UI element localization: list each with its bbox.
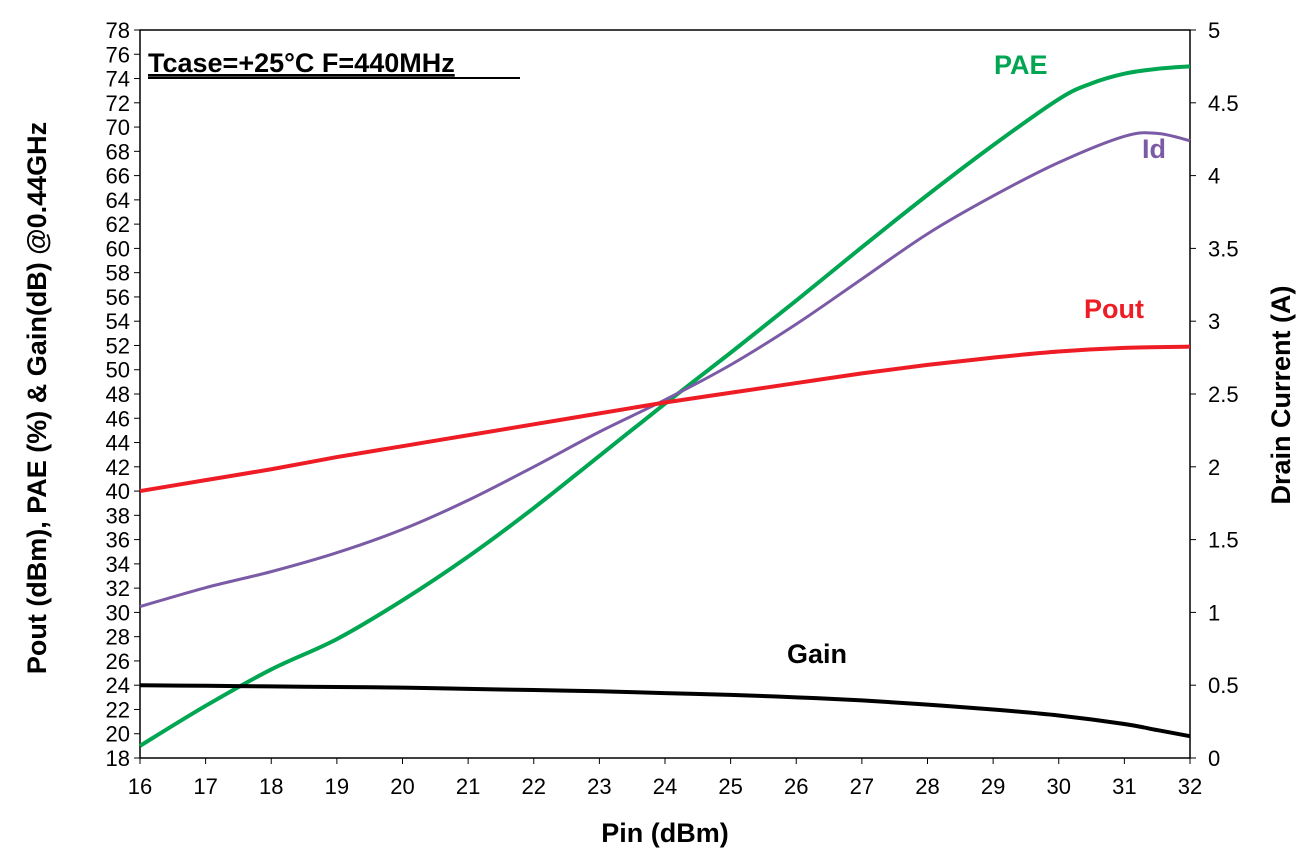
y-tick-label: 36 (106, 528, 130, 553)
y2-tick-label: 2 (1208, 455, 1220, 480)
y2-tick-label: 3 (1208, 309, 1220, 334)
y-tick-label: 76 (106, 42, 130, 67)
x-tick-label: 21 (456, 774, 480, 799)
y-tick-label: 78 (106, 18, 130, 43)
series-label-pout: Pout (1084, 294, 1144, 324)
y-tick-labels: 1820222426283032343638404244464850525456… (106, 18, 140, 771)
y-tick-label: 20 (106, 722, 130, 747)
y2-tick-label: 2.5 (1208, 382, 1239, 407)
x-tick-label: 24 (653, 774, 677, 799)
annotation: Tcase=+25°C F=440MHz (148, 48, 455, 78)
y-tick-label: 56 (106, 285, 130, 310)
y-tick-label: 60 (106, 236, 130, 261)
x-tick-label: 18 (259, 774, 283, 799)
y2-tick-label: 1.5 (1208, 528, 1239, 553)
x-tick-label: 19 (325, 774, 349, 799)
x-tick-labels: 16 17 18 19 20 21 22 23 24 25 26 27 28 29 30 31 32 (128, 758, 1202, 799)
y2-tick-label: 5 (1208, 18, 1220, 43)
y-tick-label: 68 (106, 139, 130, 164)
series-line-pae (138, 64, 1191, 748)
y-tick-label: 28 (106, 625, 130, 650)
y-tick-label: 42 (106, 455, 130, 480)
y-tick-label: 40 (106, 479, 130, 504)
y-tick-label: 46 (106, 406, 130, 431)
y-tick-label: 52 (106, 333, 130, 358)
y-tick-label: 62 (106, 212, 130, 237)
y-tick-label: 24 (106, 673, 130, 698)
x-tick-label: 27 (850, 774, 874, 799)
x-tick-label: 17 (193, 774, 217, 799)
series-label-pae: PAE (994, 50, 1048, 80)
y-tick-label: 50 (106, 358, 130, 383)
y2-tick-labels: 0 0.5 1 1.5 2 2.5 3 3.5 4 4.5 5 (1190, 18, 1239, 771)
y-tick-label: 48 (106, 382, 130, 407)
x-tick-label: 28 (915, 774, 939, 799)
y-tick-label: 44 (106, 431, 130, 456)
series-line-gain (139, 683, 1191, 739)
x-tick-label: 20 (390, 774, 414, 799)
x-axis-title: Pin (dBm) (601, 818, 729, 848)
y-tick-label: 30 (106, 600, 130, 625)
x-tick-label: 16 (128, 774, 152, 799)
plot-area (139, 29, 1191, 759)
y-tick-label: 66 (106, 164, 130, 189)
y-tick-label: 54 (106, 309, 130, 334)
y2-tick-label: 4.5 (1208, 91, 1239, 116)
x-tick-label: 26 (784, 774, 808, 799)
y-axis-title: Pout (dBm), PAE (%) & Gain(dB) @0.44GHz (22, 122, 52, 674)
y-tick-label: 70 (106, 115, 130, 140)
y2-axis-title: Drain Current (A) (1266, 285, 1296, 504)
x-tick-label: 30 (1047, 774, 1071, 799)
y-tick-label: 72 (106, 91, 130, 116)
series-line-pout (139, 344, 1191, 494)
y-tick-label: 34 (106, 552, 130, 577)
series-line-id (139, 131, 1191, 609)
x-tick-label: 32 (1178, 774, 1202, 799)
y-tick-label: 58 (106, 261, 130, 286)
x-tick-label: 22 (522, 774, 546, 799)
y2-tick-label: 3.5 (1208, 236, 1239, 261)
y-tick-label: 26 (106, 649, 130, 674)
series-lines (138, 64, 1191, 748)
y-tick-label: 64 (106, 188, 130, 213)
y2-tick-label: 0.5 (1208, 673, 1239, 698)
y-tick-label: 18 (106, 746, 130, 771)
x-tick-label: 29 (981, 774, 1005, 799)
y2-tick-label: 1 (1208, 600, 1220, 625)
y-tick-label: 32 (106, 576, 130, 601)
y-tick-label: 74 (106, 67, 130, 92)
x-tick-label: 31 (1112, 774, 1136, 799)
y2-tick-label: 0 (1208, 746, 1220, 771)
x-tick-label: 23 (587, 774, 611, 799)
y2-tick-label: 4 (1208, 164, 1220, 189)
y-tick-label: 22 (106, 697, 130, 722)
y-tick-label: 38 (106, 503, 130, 528)
series-label-gain: Gain (787, 639, 847, 669)
series-label-id: Id (1142, 134, 1166, 164)
x-tick-label: 25 (718, 774, 742, 799)
